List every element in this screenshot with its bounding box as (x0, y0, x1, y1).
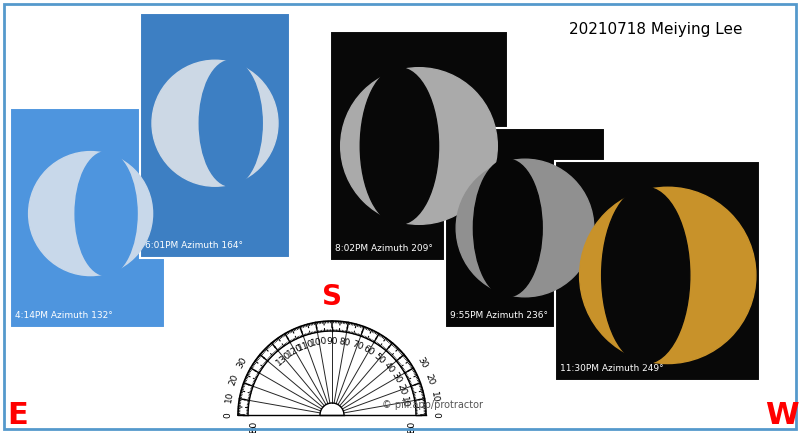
Circle shape (29, 152, 153, 275)
Text: 20: 20 (423, 372, 436, 386)
Bar (555, 161, 760, 381)
Text: 11:30PM Azimuth 249°: 11:30PM Azimuth 249° (560, 364, 664, 373)
Text: 6:01PM Azimuth 164°: 6:01PM Azimuth 164° (145, 241, 243, 250)
Text: 0: 0 (431, 412, 441, 418)
Bar (445, 128, 605, 328)
Text: 10: 10 (399, 396, 410, 409)
Text: 70: 70 (350, 339, 364, 352)
Ellipse shape (199, 60, 262, 186)
Text: 20: 20 (228, 372, 241, 386)
Text: 0: 0 (223, 412, 233, 418)
Bar (140, 13, 290, 258)
Text: 20210718 Meiying Lee: 20210718 Meiying Lee (570, 22, 742, 37)
Text: 20: 20 (395, 383, 408, 397)
Text: 80: 80 (338, 337, 351, 348)
Text: 10: 10 (224, 391, 235, 404)
Text: E: E (8, 401, 28, 430)
Text: 4:14PM Azimuth 132°: 4:14PM Azimuth 132° (15, 311, 113, 320)
Text: 90: 90 (326, 336, 338, 346)
Ellipse shape (474, 159, 542, 297)
Text: 0: 0 (408, 427, 414, 433)
Text: 100: 100 (310, 336, 329, 348)
Text: 8:02PM Azimuth 209°: 8:02PM Azimuth 209° (335, 244, 433, 253)
Text: 60: 60 (362, 344, 376, 358)
Text: 40: 40 (382, 360, 396, 375)
Circle shape (456, 159, 594, 297)
Ellipse shape (360, 68, 438, 224)
Text: 130: 130 (275, 349, 294, 367)
Text: 120: 120 (286, 343, 305, 359)
Text: 9:55PM Azimuth 236°: 9:55PM Azimuth 236° (450, 311, 548, 320)
Text: 110: 110 (297, 338, 316, 352)
Ellipse shape (602, 187, 690, 364)
Circle shape (579, 187, 756, 364)
Circle shape (152, 60, 278, 186)
Ellipse shape (75, 152, 137, 275)
Text: 30: 30 (415, 356, 429, 370)
Text: S: S (322, 283, 342, 311)
Text: 180: 180 (249, 420, 258, 433)
Text: 0: 0 (250, 427, 256, 433)
Text: 50: 50 (372, 351, 387, 365)
Text: 10: 10 (429, 391, 440, 404)
Text: 30: 30 (390, 371, 403, 385)
Text: 30: 30 (235, 356, 249, 370)
Text: 180: 180 (406, 420, 415, 433)
Bar (330, 31, 508, 261)
Bar (10, 108, 165, 328)
Text: © pili.app/protractor: © pili.app/protractor (382, 400, 482, 410)
Text: W: W (765, 401, 799, 430)
Circle shape (341, 68, 498, 224)
